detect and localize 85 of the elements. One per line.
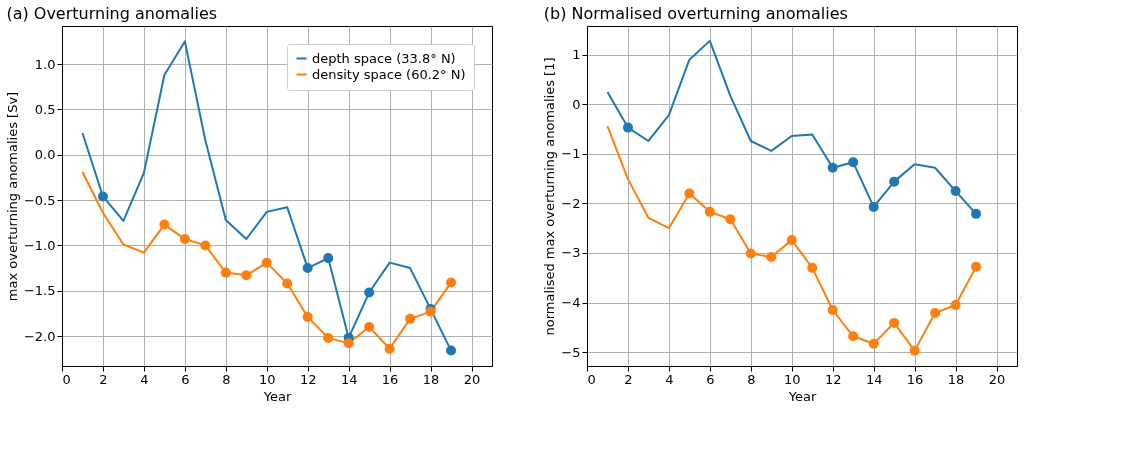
point (827, 305, 838, 315)
point (302, 312, 313, 323)
y-axis-title: max overturning anomalies [Sv] (4, 91, 20, 302)
point (889, 317, 900, 328)
x-tick-label: 4 (665, 371, 674, 387)
x-tick-label: 10 (783, 371, 801, 387)
x-tick-label: 18 (422, 371, 440, 387)
point (848, 331, 859, 342)
y-tick-label: 1.0 (34, 56, 56, 72)
point (261, 257, 272, 268)
y-tick-label: 0.5 (34, 101, 56, 117)
point (200, 240, 211, 251)
x-tick-label: 18 (947, 371, 965, 387)
x-tick-label: 8 (222, 371, 231, 387)
x-tick-label: 20 (988, 371, 1006, 387)
point (930, 307, 941, 318)
point (446, 277, 457, 288)
y-tick-label: −1.0 (23, 237, 56, 253)
x-tick-label: 14 (340, 371, 358, 387)
y-tick-label: −4 (561, 295, 581, 311)
x-tick-label: 0 (587, 371, 596, 387)
x-tick-label: 12 (299, 371, 317, 387)
point (405, 313, 416, 324)
point (704, 206, 715, 217)
x-axis-title: Year (787, 388, 817, 404)
x-tick-label: 14 (865, 371, 883, 387)
y-tick-label: 0 (572, 96, 581, 112)
point (745, 248, 756, 259)
x-tick-label: 20 (463, 371, 481, 387)
point (684, 188, 695, 199)
y-tick-label: −3 (561, 245, 581, 261)
legend-label: density space (60.2° N) (312, 66, 466, 82)
point (446, 345, 457, 356)
chart-title: (b) Normalised overturning anomalies (543, 4, 848, 23)
point (97, 191, 108, 202)
x-tick-label: 4 (140, 371, 149, 387)
x-tick-label: 12 (824, 371, 842, 387)
point (971, 208, 982, 219)
point (282, 278, 293, 289)
x-tick-label: 6 (181, 371, 190, 387)
y-tick-label: −5 (561, 344, 581, 360)
point (622, 122, 633, 133)
x-axis-title: Year (262, 388, 292, 404)
point (827, 162, 838, 173)
point (364, 287, 375, 298)
y-axis-title: normalised max overturning anomalies [1] (542, 57, 558, 336)
y-tick-label: −2 (561, 195, 581, 211)
point (302, 263, 313, 274)
chart-title: (a) Overturning anomalies (6, 4, 218, 23)
point (323, 253, 334, 264)
point (343, 338, 354, 349)
x-tick-label: 8 (747, 371, 756, 387)
x-tick-label: 6 (706, 371, 715, 387)
point (159, 219, 170, 230)
point (323, 332, 334, 343)
point (725, 214, 736, 225)
point (950, 186, 961, 197)
y-tick-label: 1 (572, 47, 581, 63)
x-tick-label: 10 (258, 371, 276, 387)
x-tick-label: 2 (99, 371, 108, 387)
point (241, 270, 252, 281)
legend-label: depth space (33.8° N) (312, 50, 456, 66)
point (384, 343, 395, 354)
point (909, 345, 920, 356)
y-tick-label: −0.5 (23, 192, 56, 208)
point (807, 262, 818, 273)
point (868, 338, 879, 349)
point (786, 235, 797, 246)
point (868, 201, 879, 212)
y-tick-label: −1 (561, 146, 581, 162)
point (766, 251, 777, 262)
x-tick-label: 16 (906, 371, 924, 387)
point (950, 300, 961, 311)
x-tick-label: 2 (624, 371, 633, 387)
x-tick-label: 0 (62, 371, 71, 387)
point (220, 267, 231, 278)
point (179, 234, 190, 245)
y-tick-label: 0.0 (34, 147, 56, 163)
y-tick-label: −2.0 (23, 328, 56, 344)
point (971, 261, 982, 272)
point (848, 157, 859, 168)
y-tick-label: −1.5 (23, 283, 56, 299)
x-tick-label: 16 (381, 371, 399, 387)
point (364, 322, 375, 332)
point (889, 176, 900, 187)
